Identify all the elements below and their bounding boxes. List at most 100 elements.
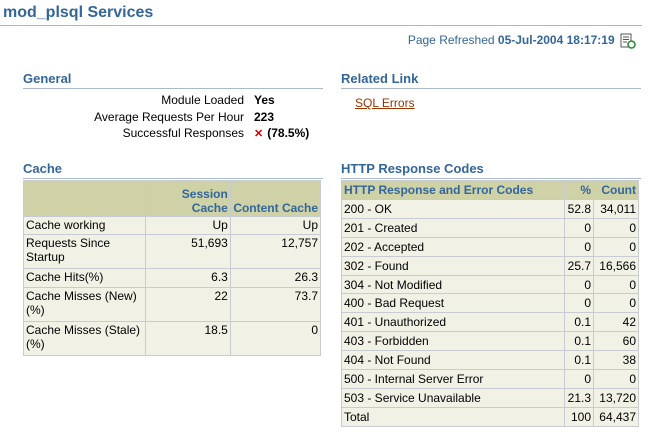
http-pct-cell: 0 xyxy=(564,293,594,314)
table-row: Total 100 64,437 xyxy=(341,406,639,427)
http-code-cell: 400 - Bad Request xyxy=(341,293,565,314)
cache-table: Session Cache Content Cache Cache workin… xyxy=(22,180,322,356)
http-count-cell: 42 xyxy=(593,312,639,333)
table-row: Cache Misses (New)(%) 22 73.7 xyxy=(22,287,322,322)
general-value: 223 xyxy=(254,109,275,124)
http-pct-cell: 0 xyxy=(564,217,594,238)
page-refreshed: Page Refreshed 05-Jul-2004 18:17:19 xyxy=(408,33,636,49)
cache-divider xyxy=(23,178,323,179)
http-response-codes-heading: HTTP Response Codes xyxy=(341,161,484,176)
http-pct-cell: 21.3 xyxy=(564,387,594,408)
cache-session-value: 6.3 xyxy=(145,268,231,288)
http-pct-cell: 0.1 xyxy=(564,312,594,333)
table-row: 500 - Internal Server Error 0 0 xyxy=(341,369,639,389)
http-header-row: HTTP Response and Error Codes % Count xyxy=(341,180,639,200)
http-count-cell: 34,011 xyxy=(593,199,639,219)
refresh-timestamp: 05-Jul-2004 18:17:19 xyxy=(497,33,615,48)
http-code-cell: 403 - Forbidden xyxy=(341,331,565,352)
table-row: 401 - Unauthorized 0.1 42 xyxy=(341,312,639,333)
http-code-cell: Total xyxy=(341,406,565,427)
http-code-cell: 201 - Created xyxy=(341,217,565,238)
table-row: 200 - OK 52.8 34,011 xyxy=(341,199,639,219)
cache-row-label: Requests Since Startup xyxy=(22,234,147,269)
sql-errors-link[interactable]: SQL Errors xyxy=(355,96,415,110)
related-divider xyxy=(341,88,641,89)
http-pct-cell: 0 xyxy=(564,369,594,389)
general-value: Yes xyxy=(254,93,275,108)
cache-session-value: 51,693 xyxy=(145,234,231,269)
http-code-cell: 500 - Internal Server Error xyxy=(341,369,565,389)
http-pct-cell: 0.1 xyxy=(564,331,594,352)
cache-content-value: 0 xyxy=(229,321,322,356)
http-count-cell: 64,437 xyxy=(593,406,639,427)
table-row: 503 - Service Unavailable 21.3 13,720 xyxy=(341,387,639,408)
general-label: Average Requests Per Hour xyxy=(94,109,244,124)
cache-content-value: 26.3 xyxy=(229,268,322,288)
cache-row-label: Cache Misses (New)(%) xyxy=(22,287,147,322)
cache-row-label: Cache working xyxy=(22,216,147,235)
related-link-heading: Related Link xyxy=(341,71,419,86)
cache-col-session-header[interactable]: Session Cache xyxy=(145,180,231,217)
http-count-cell: 0 xyxy=(593,217,639,238)
cache-session-value: 22 xyxy=(145,287,231,322)
http-count-cell: 38 xyxy=(593,350,639,371)
http-col-code-header[interactable]: HTTP Response and Error Codes xyxy=(341,180,565,200)
general-row-avg-requests: Average Requests Per Hour 223 xyxy=(24,109,334,126)
http-code-cell: 304 - Not Modified xyxy=(341,274,565,295)
http-count-cell: 0 xyxy=(593,369,639,389)
http-col-count-label: Count xyxy=(601,183,636,197)
cache-session-value: 18.5 xyxy=(145,321,231,356)
table-row: Cache Hits(%) 6.3 26.3 xyxy=(22,268,322,288)
table-row: 400 - Bad Request 0 0 xyxy=(341,293,639,314)
red-x-icon: ✕ xyxy=(254,127,264,140)
title-divider xyxy=(0,25,642,26)
http-divider xyxy=(341,178,641,179)
general-label: Successful Responses xyxy=(122,126,244,141)
page-title: mod_plsql Services xyxy=(3,4,154,21)
cache-row-label: Cache Misses (Stale)(%) xyxy=(22,321,147,356)
general-row-module-loaded: Module Loaded Yes xyxy=(24,92,334,109)
general-label: Module Loaded xyxy=(161,93,244,108)
http-pct-cell: 25.7 xyxy=(564,255,594,276)
http-pct-cell: 0 xyxy=(564,274,594,295)
cache-content-value: 12,757 xyxy=(229,234,322,269)
http-count-cell: 16,566 xyxy=(593,255,639,276)
http-count-cell: 0 xyxy=(593,274,639,295)
general-value: (78.5%) xyxy=(267,126,310,141)
table-row: 404 - Not Found 0.1 38 xyxy=(341,350,639,371)
http-code-cell: 401 - Unauthorized xyxy=(341,312,565,333)
general-heading: General xyxy=(23,71,72,86)
refresh-label: Page Refreshed xyxy=(407,33,495,48)
http-code-cell: 503 - Service Unavailable xyxy=(341,387,565,408)
cache-col-content-header[interactable]: Content Cache xyxy=(229,180,322,217)
cache-header-row: Session Cache Content Cache xyxy=(22,180,322,217)
cache-content-value: Up xyxy=(229,216,322,235)
general-details: Module Loaded Yes Average Requests Per H… xyxy=(24,92,334,142)
http-count-cell: 0 xyxy=(593,293,639,314)
table-row: Requests Since Startup 51,693 12,757 xyxy=(22,234,322,269)
cache-col-label-header xyxy=(22,180,147,217)
table-row: 202 - Accepted 0 0 xyxy=(341,236,639,257)
table-row: 201 - Created 0 0 xyxy=(341,217,639,238)
http-code-cell: 404 - Not Found xyxy=(341,350,565,371)
refresh-icon[interactable] xyxy=(620,33,636,49)
http-count-cell: 0 xyxy=(593,236,639,257)
table-row: 304 - Not Modified 0 0 xyxy=(341,274,639,295)
http-code-cell: 202 - Accepted xyxy=(341,236,565,257)
general-row-successful-responses: Successful Responses ✕ (78.5%) xyxy=(24,125,334,142)
http-pct-cell: 52.8 xyxy=(564,199,594,219)
http-col-count-header[interactable]: Count xyxy=(593,180,639,200)
table-row: 403 - Forbidden 0.1 60 xyxy=(341,331,639,352)
general-divider xyxy=(23,88,323,89)
cache-session-value: Up xyxy=(145,216,231,235)
cache-content-value: 73.7 xyxy=(229,287,322,322)
http-code-cell: 200 - OK xyxy=(341,199,565,219)
cache-heading: Cache xyxy=(23,161,63,176)
table-row: 302 - Found 25.7 16,566 xyxy=(341,255,639,276)
http-table-body: 200 - OK 52.8 34,011 201 - Created 0 0 202 - A… xyxy=(341,199,639,427)
http-pct-cell: 100 xyxy=(564,406,594,427)
http-col-pct-header[interactable]: % xyxy=(564,180,594,200)
http-count-cell: 13,720 xyxy=(593,387,639,408)
table-row: Cache Misses (Stale)(%) 18.5 0 xyxy=(22,321,322,356)
http-pct-cell: 0.1 xyxy=(564,350,594,371)
